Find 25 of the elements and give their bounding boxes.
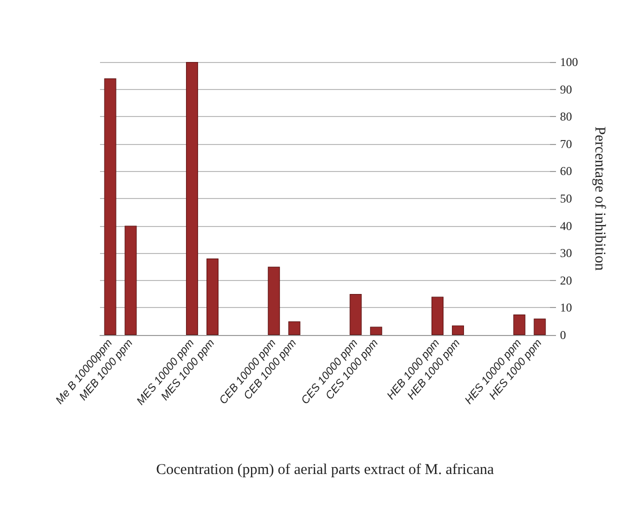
y-axis-title: Percentage of inhibition (592, 126, 608, 272)
bar (288, 321, 300, 335)
bar (513, 314, 526, 335)
y-tick-label: 40 (560, 218, 572, 233)
y-tick-label: 90 (560, 82, 572, 96)
bar (268, 266, 280, 335)
y-tick-label: 70 (560, 136, 572, 151)
bar (186, 62, 198, 335)
bar (370, 326, 382, 335)
bar (452, 325, 464, 335)
y-tick-label: 60 (560, 164, 572, 178)
y-tick-label: 80 (560, 110, 572, 124)
y-tick-label: 20 (560, 273, 572, 288)
y-tick-label: 100 (560, 55, 578, 69)
x-axis-title: Cocentration (ppm) of aerial parts extract of M. africana (156, 462, 494, 478)
y-tick-label: 0 (560, 328, 566, 342)
bar (432, 296, 444, 335)
bar (104, 78, 116, 335)
bar (534, 318, 546, 335)
y-tick-label: 50 (560, 192, 572, 206)
y-tick-label: 10 (560, 300, 572, 315)
bar (350, 294, 362, 335)
y-tick-label: 30 (560, 246, 572, 260)
bar (206, 258, 218, 335)
bar (124, 226, 137, 335)
